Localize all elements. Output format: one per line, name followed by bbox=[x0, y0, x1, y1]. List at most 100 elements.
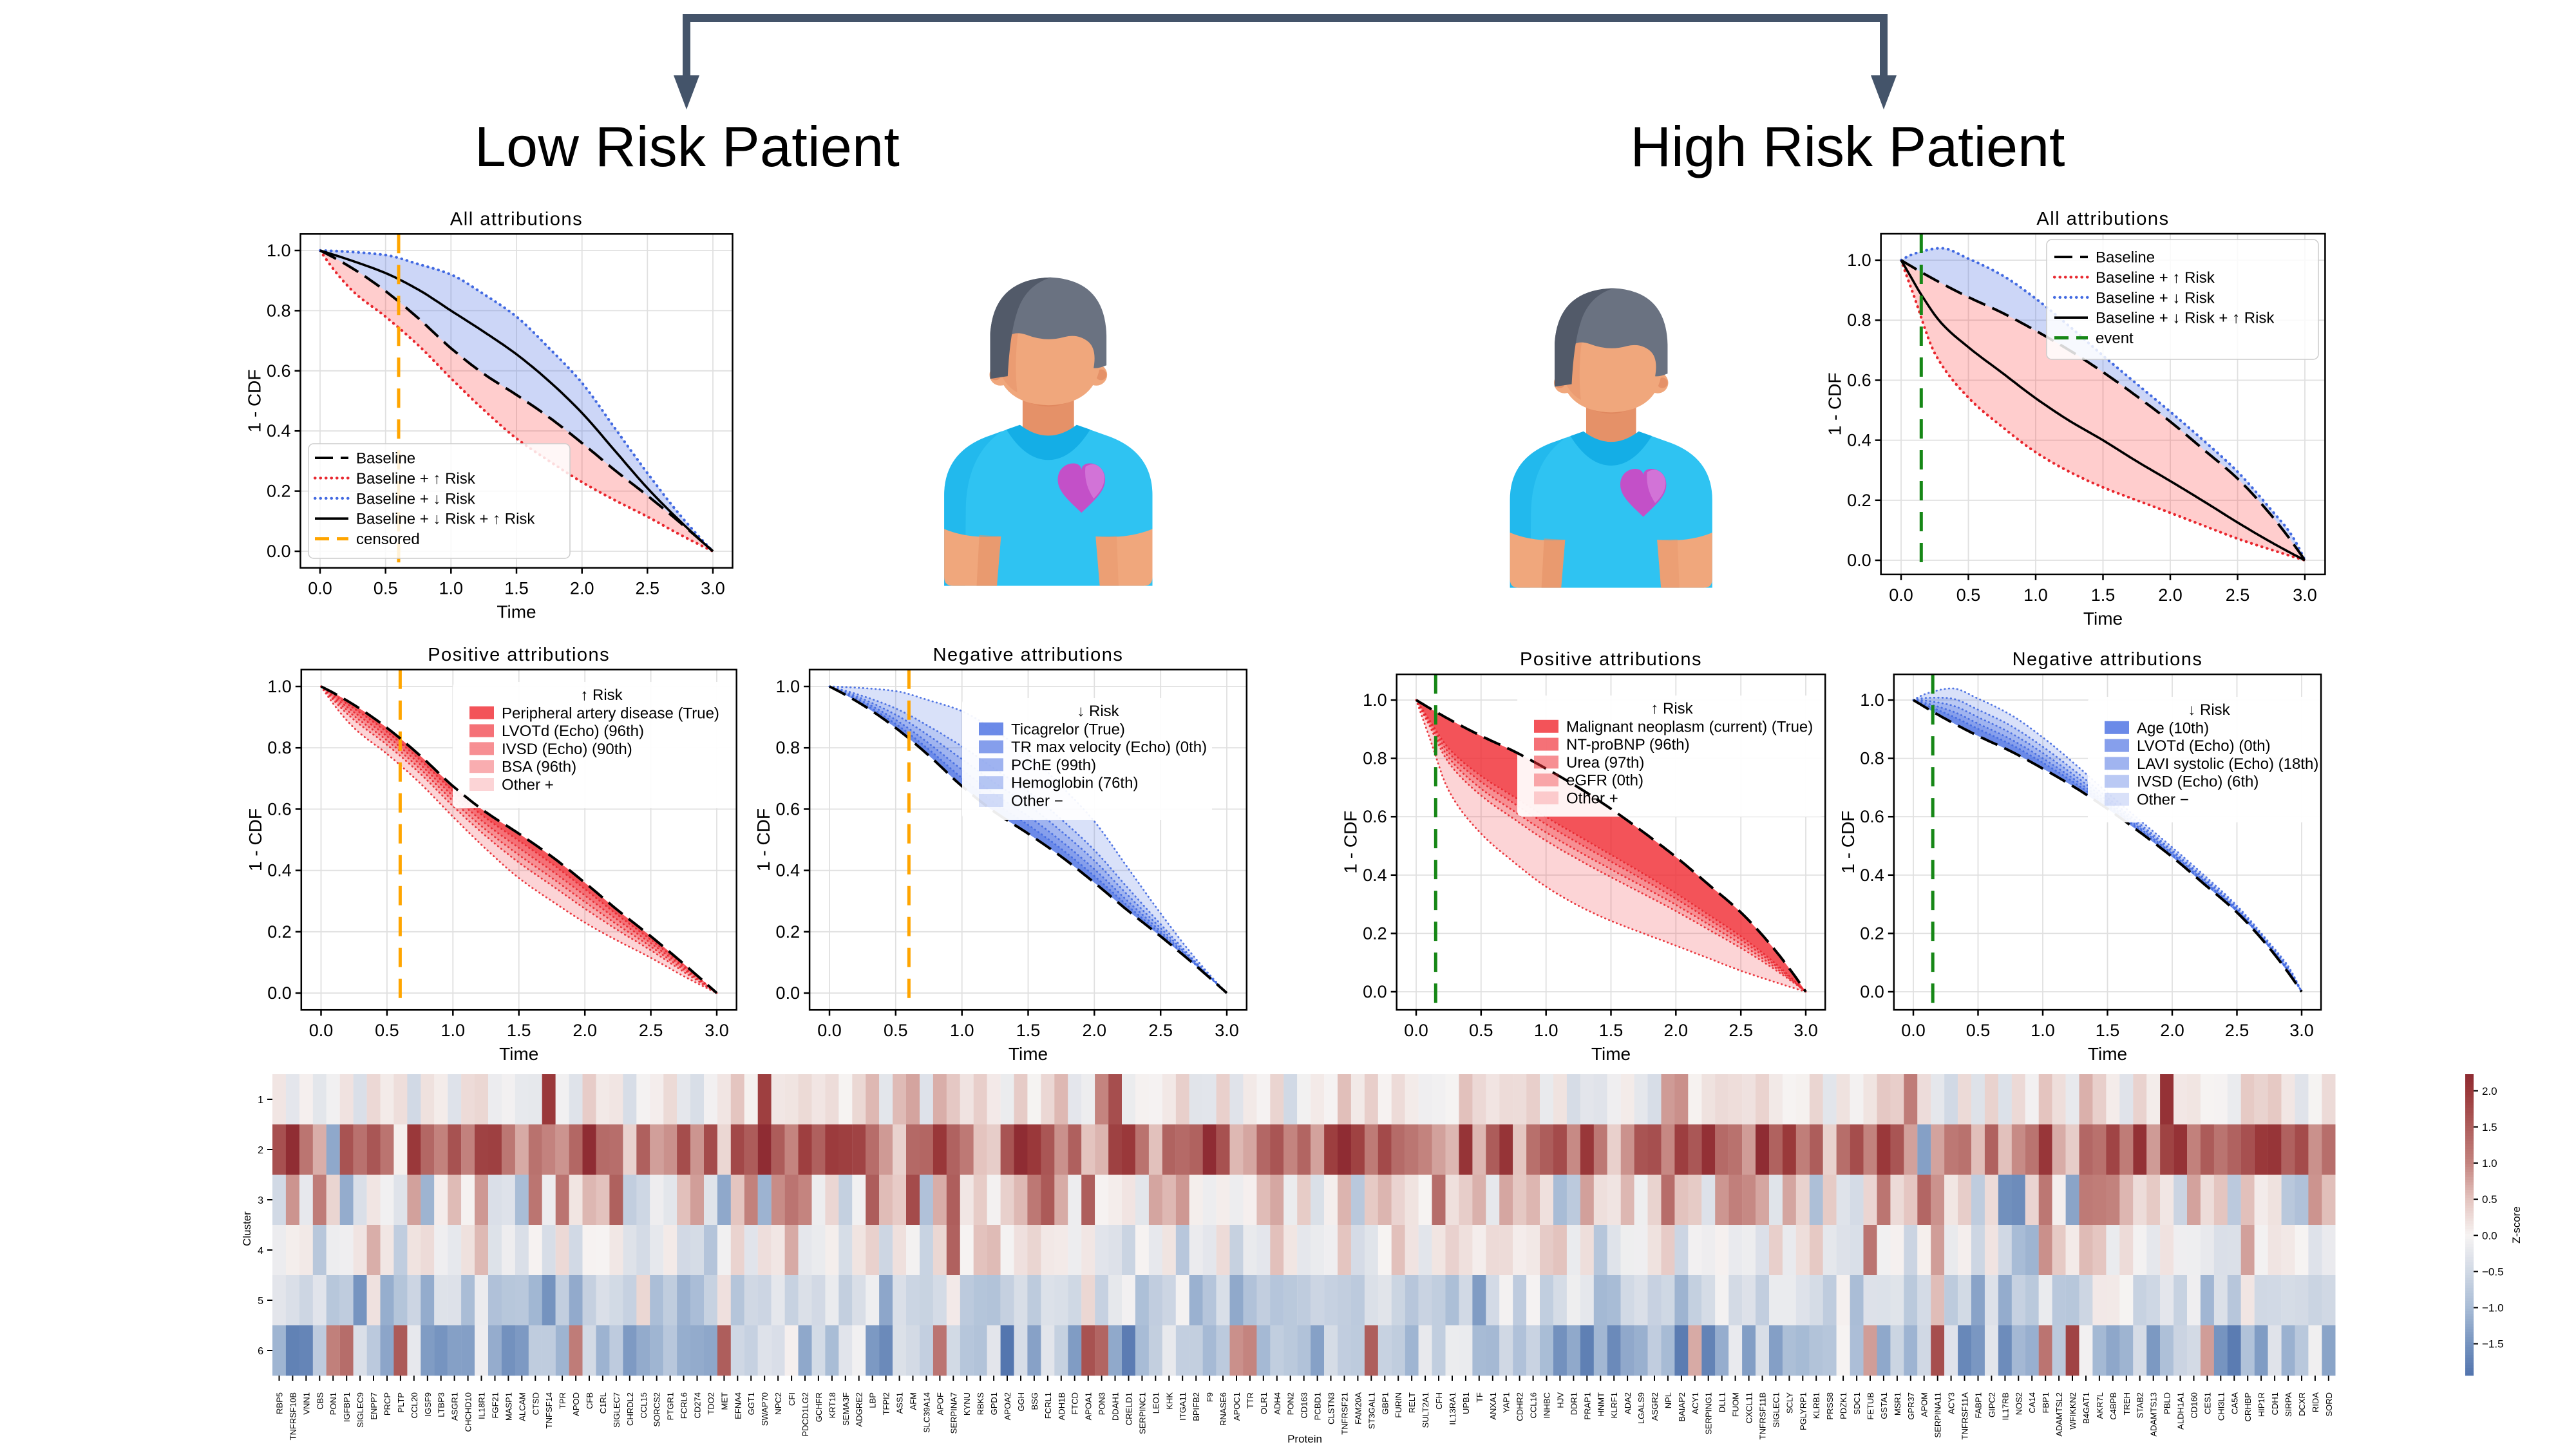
svg-text:CXCL11: CXCL11 bbox=[1745, 1392, 1754, 1423]
svg-text:GBP1: GBP1 bbox=[1380, 1392, 1390, 1415]
svg-text:0.2: 0.2 bbox=[267, 482, 291, 501]
svg-text:SERPINA11: SERPINA11 bbox=[1933, 1392, 1943, 1438]
svg-text:CDHR2: CDHR2 bbox=[1515, 1392, 1525, 1421]
svg-text:HNMT: HNMT bbox=[1596, 1392, 1605, 1417]
svg-text:APOM: APOM bbox=[1920, 1392, 1929, 1417]
svg-text:FBP1: FBP1 bbox=[2041, 1392, 2050, 1414]
svg-text:TPR: TPR bbox=[558, 1392, 567, 1409]
svg-text:3.0: 3.0 bbox=[1794, 1021, 1818, 1040]
svg-text:F9: F9 bbox=[1205, 1392, 1215, 1402]
svg-text:FGF21: FGF21 bbox=[491, 1392, 500, 1418]
svg-text:SDC1: SDC1 bbox=[1852, 1392, 1862, 1415]
svg-text:ASGR1: ASGR1 bbox=[450, 1392, 460, 1421]
svg-text:Z-score: Z-score bbox=[2510, 1206, 2523, 1244]
svg-text:CCL16: CCL16 bbox=[1529, 1392, 1539, 1418]
svg-text:SORCS2: SORCS2 bbox=[652, 1392, 662, 1426]
svg-text:DCXR: DCXR bbox=[2297, 1392, 2307, 1416]
svg-text:ADA2: ADA2 bbox=[1623, 1392, 1633, 1414]
svg-text:KLRF1: KLRF1 bbox=[1609, 1392, 1619, 1418]
svg-text:CHI3L1: CHI3L1 bbox=[2216, 1392, 2226, 1421]
svg-text:SERPINC1: SERPINC1 bbox=[1137, 1392, 1147, 1434]
svg-text:TREH: TREH bbox=[2122, 1392, 2132, 1415]
svg-text:0.5: 0.5 bbox=[2482, 1193, 2497, 1206]
svg-text:−0.5: −0.5 bbox=[2482, 1265, 2504, 1278]
svg-text:↓ Risk: ↓ Risk bbox=[1077, 703, 1119, 720]
svg-text:1 - CDF: 1 - CDF bbox=[1825, 372, 1845, 435]
svg-text:LVOTd (Echo) (0th): LVOTd (Echo) (0th) bbox=[2137, 737, 2271, 755]
svg-text:RBKS: RBKS bbox=[976, 1392, 985, 1416]
svg-text:NOS2: NOS2 bbox=[2014, 1392, 2023, 1415]
svg-text:AFM: AFM bbox=[909, 1392, 918, 1410]
svg-text:6: 6 bbox=[258, 1346, 263, 1357]
svg-text:TFPI2: TFPI2 bbox=[882, 1392, 891, 1415]
svg-text:LEO1: LEO1 bbox=[1151, 1392, 1160, 1414]
svg-text:2.5: 2.5 bbox=[636, 579, 660, 598]
svg-text:censored: censored bbox=[356, 531, 420, 548]
svg-text:CD274: CD274 bbox=[693, 1392, 703, 1418]
svg-text:SIRPA: SIRPA bbox=[2284, 1392, 2293, 1417]
svg-text:Other +: Other + bbox=[502, 777, 554, 794]
svg-text:4: 4 bbox=[258, 1245, 263, 1256]
svg-text:2.5: 2.5 bbox=[1728, 1021, 1753, 1040]
svg-text:CD163: CD163 bbox=[1300, 1392, 1309, 1418]
svg-text:TNFRSF10B: TNFRSF10B bbox=[288, 1392, 298, 1440]
svg-text:Age (10th): Age (10th) bbox=[2137, 719, 2209, 737]
svg-text:NPC2: NPC2 bbox=[773, 1392, 783, 1415]
svg-text:CHRDL2: CHRDL2 bbox=[625, 1392, 635, 1426]
svg-text:Baseline + ↓ Risk + ↑ Risk: Baseline + ↓ Risk + ↑ Risk bbox=[356, 511, 535, 528]
svg-text:Cluster: Cluster bbox=[241, 1211, 253, 1246]
svg-text:APOA1: APOA1 bbox=[1084, 1392, 1094, 1420]
svg-text:1.5: 1.5 bbox=[507, 1021, 531, 1040]
svg-text:PTGR1: PTGR1 bbox=[666, 1392, 676, 1420]
svg-text:ALDH1A1: ALDH1A1 bbox=[2176, 1392, 2186, 1430]
svg-text:PChE (99th): PChE (99th) bbox=[1011, 757, 1096, 774]
svg-text:0.0: 0.0 bbox=[267, 983, 292, 1003]
svg-text:PON2: PON2 bbox=[1286, 1392, 1296, 1415]
svg-text:SORD: SORD bbox=[2324, 1392, 2334, 1417]
svg-text:Time: Time bbox=[2088, 1044, 2127, 1064]
svg-text:0.6: 0.6 bbox=[1363, 807, 1387, 826]
svg-text:ENPP7: ENPP7 bbox=[369, 1392, 379, 1420]
svg-text:0.0: 0.0 bbox=[817, 1021, 842, 1040]
svg-text:RNASE6: RNASE6 bbox=[1218, 1392, 1228, 1426]
svg-text:0.2: 0.2 bbox=[1847, 491, 1871, 510]
svg-text:2.5: 2.5 bbox=[1148, 1021, 1173, 1040]
svg-text:Malignant neoplasm (current) (: Malignant neoplasm (current) (True) bbox=[1566, 718, 1813, 735]
svg-text:Time: Time bbox=[499, 1044, 538, 1064]
svg-text:0.0: 0.0 bbox=[1363, 982, 1387, 1001]
svg-text:2.0: 2.0 bbox=[570, 579, 594, 598]
svg-text:B4GAT1: B4GAT1 bbox=[2081, 1392, 2091, 1424]
svg-text:TNFRSF21: TNFRSF21 bbox=[1340, 1392, 1350, 1435]
svg-text:CES1: CES1 bbox=[2202, 1392, 2212, 1414]
svg-text:CCL15: CCL15 bbox=[639, 1392, 649, 1418]
svg-text:UPB1: UPB1 bbox=[1461, 1392, 1471, 1414]
svg-text:0.5: 0.5 bbox=[1469, 1021, 1493, 1040]
svg-text:1.0: 1.0 bbox=[950, 1021, 974, 1040]
svg-text:ADAMTSL2: ADAMTSL2 bbox=[2054, 1392, 2064, 1437]
svg-text:0.0: 0.0 bbox=[308, 579, 332, 598]
svg-text:RELT: RELT bbox=[1407, 1392, 1417, 1413]
svg-text:GCHFR: GCHFR bbox=[814, 1392, 824, 1422]
svg-text:2: 2 bbox=[258, 1145, 263, 1156]
svg-text:LBP: LBP bbox=[868, 1392, 878, 1408]
svg-text:0.2: 0.2 bbox=[1363, 923, 1387, 943]
svg-text:MET: MET bbox=[719, 1392, 729, 1410]
svg-text:CFI: CFI bbox=[787, 1392, 797, 1406]
svg-text:0.0: 0.0 bbox=[1901, 1021, 1926, 1040]
svg-text:ADGRE2: ADGRE2 bbox=[855, 1392, 864, 1426]
svg-text:0.0: 0.0 bbox=[1404, 1021, 1428, 1040]
svg-text:0.5: 0.5 bbox=[374, 579, 398, 598]
svg-text:1.0: 1.0 bbox=[267, 241, 291, 260]
svg-text:PRCP: PRCP bbox=[383, 1392, 392, 1416]
svg-text:PON1: PON1 bbox=[328, 1392, 338, 1415]
svg-text:OLR1: OLR1 bbox=[1259, 1392, 1269, 1414]
svg-text:KLRB1: KLRB1 bbox=[1812, 1392, 1821, 1419]
svg-text:0.6: 0.6 bbox=[776, 799, 800, 819]
svg-text:FUOM: FUOM bbox=[1731, 1392, 1741, 1417]
svg-text:1.0: 1.0 bbox=[1860, 690, 1884, 710]
svg-text:TF: TF bbox=[1475, 1392, 1484, 1403]
svg-text:Negative attributions: Negative attributions bbox=[933, 645, 1124, 665]
svg-text:1 - CDF: 1 - CDF bbox=[1341, 811, 1361, 874]
svg-text:1 - CDF: 1 - CDF bbox=[245, 808, 265, 871]
svg-text:1.0: 1.0 bbox=[1363, 690, 1387, 710]
